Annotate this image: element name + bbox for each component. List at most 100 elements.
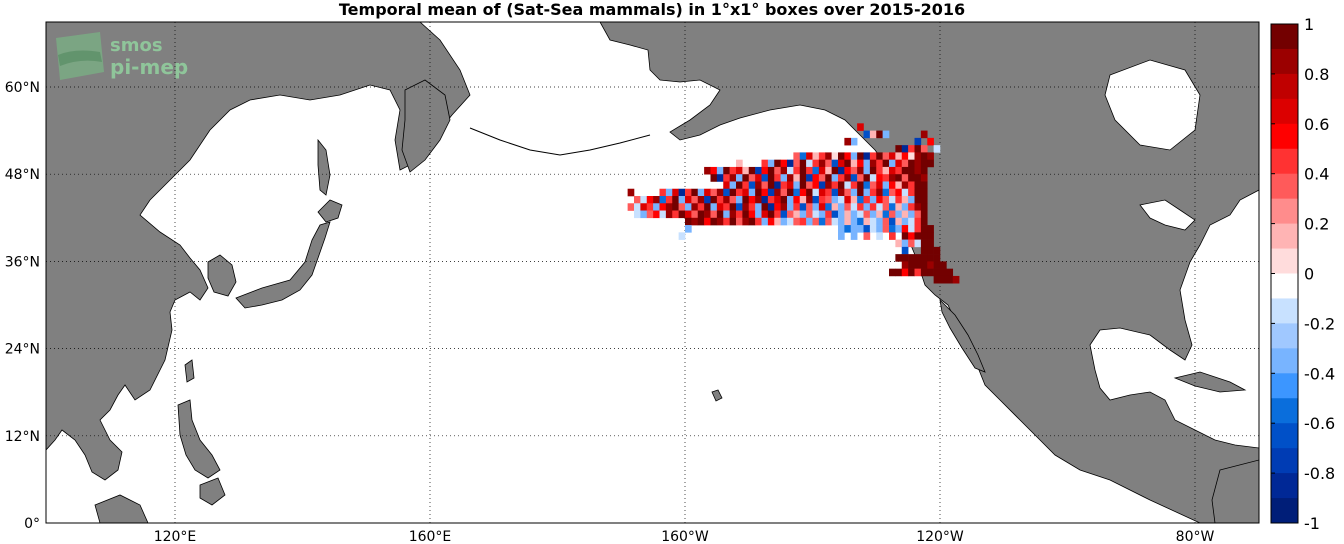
heatmap-cell	[863, 188, 871, 197]
heatmap-cell	[876, 130, 883, 139]
heatmap-cell	[704, 196, 711, 204]
heatmap-cell	[697, 217, 705, 226]
heatmap-cell	[940, 275, 947, 284]
heatmap-cell	[723, 210, 730, 219]
heatmap-cell	[838, 152, 845, 160]
heatmap-cell	[908, 261, 915, 269]
heatmap-cell	[723, 196, 730, 204]
heatmap-cell	[799, 152, 807, 160]
heatmap-cell	[863, 225, 871, 233]
heatmap-cell	[761, 181, 769, 190]
heatmap-cell	[838, 188, 845, 197]
heatmap-cell	[933, 145, 941, 153]
heatmap-cell	[831, 203, 839, 211]
heatmap-cell	[869, 174, 877, 182]
heatmap-cell	[869, 130, 877, 139]
heatmap-cell	[767, 166, 775, 175]
heatmap-cell	[882, 181, 890, 190]
heatmap-cell	[767, 196, 775, 204]
heatmap-cell	[882, 188, 890, 197]
heatmap-cell	[850, 159, 858, 168]
heatmap-cell	[793, 217, 801, 226]
colorbar-bin	[1271, 73, 1298, 100]
colorbar-bin	[1271, 348, 1298, 374]
heatmap-cell	[914, 174, 922, 182]
heatmap-cell	[806, 152, 813, 160]
heatmap-cell	[755, 217, 762, 226]
heatmap-cell	[889, 217, 896, 226]
heatmap-cell	[914, 137, 922, 146]
heatmap-cell	[920, 239, 928, 248]
logo-text-line2: pi-mep	[110, 55, 188, 79]
heatmap-cell	[920, 268, 928, 277]
heatmap-cell	[678, 203, 686, 211]
heatmap-cell	[799, 217, 807, 226]
heatmap-cell	[729, 188, 737, 197]
heatmap-cell	[716, 210, 724, 219]
heatmap-cell	[825, 188, 832, 197]
lon-tick-label: 160°E	[409, 529, 452, 544]
heatmap-cell	[818, 152, 826, 160]
heatmap-cell	[787, 188, 794, 197]
heatmap-cell	[697, 188, 705, 197]
colorbar-bin	[1271, 398, 1298, 424]
heatmap-cell	[799, 188, 807, 197]
heatmap-cell	[920, 217, 928, 226]
heatmap-cell	[787, 203, 794, 211]
colorbar-bin	[1271, 98, 1298, 125]
heatmap-cell	[876, 174, 883, 182]
heatmap-cell	[908, 225, 915, 233]
lat-tick-label: 12°N	[5, 429, 40, 445]
heatmap-cell	[818, 210, 826, 219]
heatmap-cell	[736, 217, 743, 226]
colorbar-bin	[1271, 223, 1298, 250]
heatmap-cell	[869, 203, 877, 211]
heatmap-cell	[716, 196, 724, 204]
heatmap-cell	[723, 203, 730, 211]
colorbar-bin	[1271, 148, 1298, 175]
heatmap-cell	[869, 166, 877, 175]
heatmap-cell	[780, 210, 788, 219]
heatmap-cell	[685, 196, 692, 204]
heatmap-cell	[812, 166, 820, 175]
heatmap-cell	[882, 225, 890, 233]
heatmap-cell	[774, 166, 781, 175]
heatmap-cell	[634, 210, 641, 219]
heatmap-cell	[640, 210, 648, 219]
heatmap-cell	[665, 203, 673, 211]
heatmap-cell	[933, 275, 941, 284]
heatmap-cell	[704, 166, 711, 175]
heatmap-cell	[806, 181, 813, 190]
heatmap-cell	[901, 188, 909, 197]
heatmap-cell	[895, 254, 903, 262]
heatmap-cell	[901, 152, 909, 160]
heatmap-cell	[736, 188, 743, 197]
heatmap-cell	[869, 159, 877, 168]
heatmap-cell	[806, 210, 813, 219]
heatmap-cell	[793, 159, 801, 168]
heatmap-cell	[895, 166, 903, 175]
heatmap-cell	[876, 196, 883, 204]
heatmap-cell	[723, 188, 730, 197]
heatmap-cell	[908, 188, 915, 197]
heatmap-cell	[882, 196, 890, 204]
heatmap-cell	[901, 225, 909, 233]
heatmap-cell	[882, 130, 890, 139]
landmass-south-america	[1211, 459, 1259, 523]
heatmap-cell	[653, 210, 660, 219]
heatmap-cell	[920, 196, 928, 204]
heatmap-cell	[850, 203, 858, 211]
heatmap-cell	[748, 188, 756, 197]
heatmap-cell	[914, 203, 922, 211]
heatmap-cell	[844, 166, 852, 175]
heatmap-cell	[774, 210, 781, 219]
heatmap-cell	[704, 210, 711, 219]
heatmap-cell	[927, 268, 934, 277]
heatmap-cell	[646, 210, 654, 219]
lat-tick-label: 60°N	[5, 80, 40, 96]
heatmap-cell	[780, 217, 788, 226]
heatmap-cell	[920, 210, 928, 219]
heatmap-cell	[927, 159, 934, 168]
heatmap-cell	[882, 166, 890, 175]
heatmap-cell	[952, 275, 960, 284]
